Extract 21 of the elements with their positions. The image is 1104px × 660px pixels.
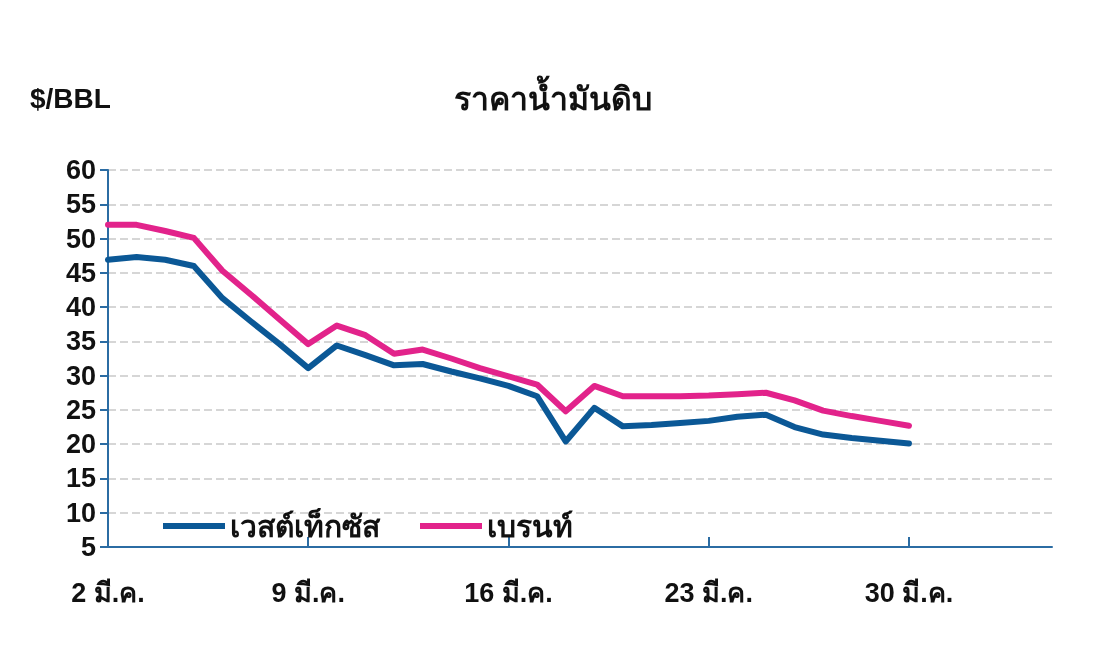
y-axis-title: $/BBL (30, 82, 111, 114)
x-tick-label: 23 มี.ค. (664, 577, 753, 608)
y-tick-label: 15 (65, 463, 96, 494)
y-tick-label: 25 (65, 394, 96, 425)
y-tick-label: 50 (65, 223, 96, 254)
legend-label: เบรนท์ (487, 509, 573, 543)
y-tick-label: 40 (65, 292, 96, 323)
y-tick-label: 10 (65, 497, 96, 528)
y-tick-label: 30 (65, 360, 96, 391)
y-tick-label: 55 (65, 189, 96, 220)
y-tick-label: 60 (65, 155, 96, 185)
y-tick-label: 35 (65, 326, 96, 357)
y-tick-label: 5 (80, 532, 96, 562)
y-tick-label: 20 (65, 429, 96, 460)
legend-label: เวสต์เท็กซัส (230, 507, 381, 543)
x-tick-label: 16 มี.ค. (464, 577, 553, 608)
x-tick-label: 2 มี.ค. (71, 577, 145, 608)
x-tick-label: 30 มี.ค. (864, 577, 954, 608)
x-tick-label: 9 มี.ค. (271, 577, 346, 608)
chart-title: ราคาน้ำมันดิบ (454, 75, 652, 117)
y-tick-label: 45 (65, 257, 96, 288)
